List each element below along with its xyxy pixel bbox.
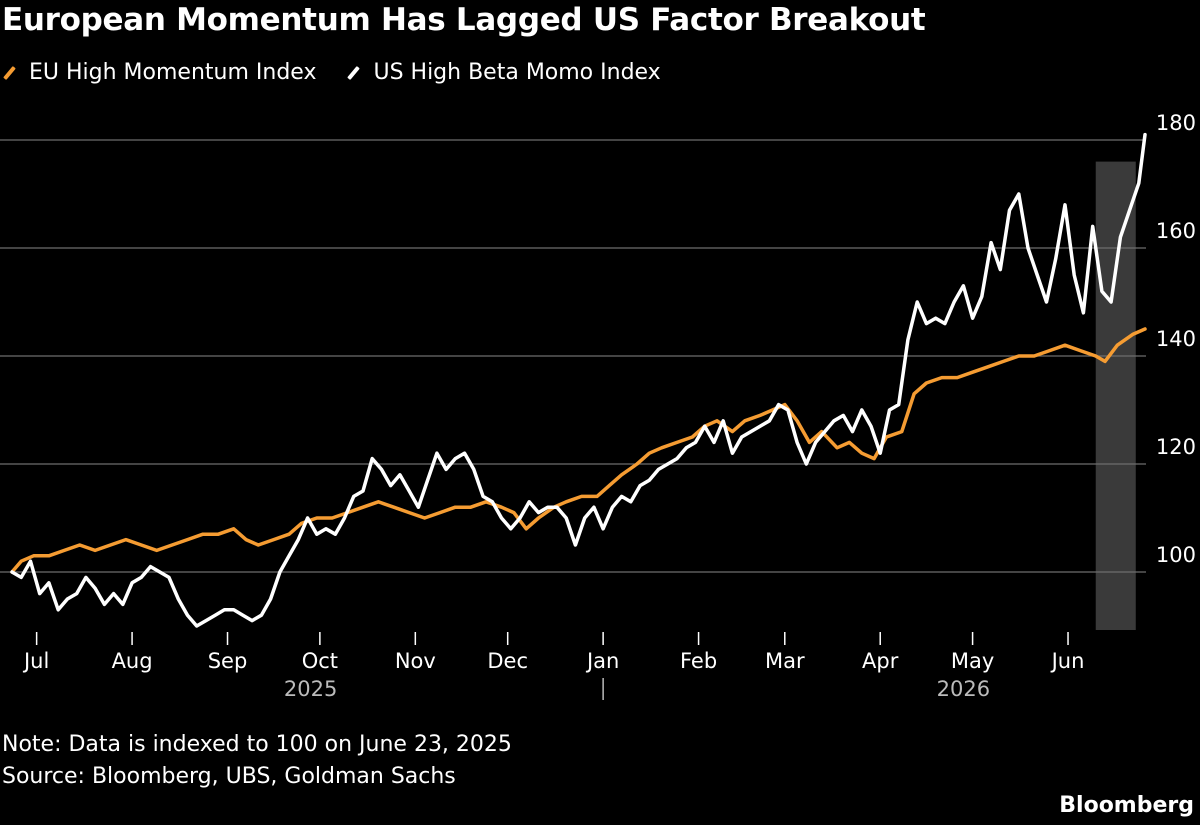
legend-label-eu: EU High Momentum Index (29, 60, 317, 85)
x-tick-label-jan: Jan (585, 649, 619, 673)
legend: EU High Momentum Index US High Beta Momo… (2, 60, 661, 85)
x-tick-label-sep: Sep (208, 649, 248, 673)
legend-item-eu: EU High Momentum Index (2, 60, 316, 85)
y-tick-label-120: 120 (1156, 435, 1196, 459)
legend-swatch-us (347, 65, 361, 80)
x-tick-label-apr: Apr (862, 649, 899, 673)
x-tick-label-may: May (951, 649, 994, 673)
line-chart: 100 120 140 160 180 Jul Aug Sep Oct Nov Dec Jan Feb M… (0, 111, 1196, 701)
brand-logo: Bloomberg (1059, 793, 1194, 818)
chart-source: Source: Bloomberg, UBS, Goldman Sachs (2, 764, 456, 789)
y-tick-label-160: 160 (1156, 219, 1196, 243)
x-tick-label-jul: Jul (22, 649, 49, 673)
chart-title: European Momentum Has Lagged US Factor B… (2, 2, 926, 38)
legend-label-us: US High Beta Momo Index (373, 60, 661, 85)
y-tick-label-180: 180 (1156, 111, 1196, 135)
x-tick-label-jun: Jun (1050, 649, 1085, 673)
year-label-2025: 2025 (284, 677, 337, 701)
x-tick-label-aug: Aug (112, 649, 153, 673)
y-tick-label-140: 140 (1156, 327, 1196, 351)
highlight-band (1095, 161, 1136, 630)
x-tick-label-oct: Oct (302, 649, 338, 673)
y-tick-label-100: 100 (1156, 543, 1196, 567)
legend-item-us: US High Beta Momo Index (346, 60, 661, 85)
x-tick-label-dec: Dec (487, 649, 528, 673)
series-line-us (10, 132, 1147, 628)
x-tick-label-nov: Nov (395, 649, 436, 673)
series-line-eu (10, 327, 1147, 574)
x-tick-label-mar: Mar (765, 649, 805, 673)
year-label-2026: 2026 (937, 677, 990, 701)
legend-swatch-eu (3, 65, 16, 80)
chart-note: Note: Data is indexed to 100 on June 23,… (2, 732, 512, 757)
x-tick-label-feb: Feb (680, 649, 717, 673)
